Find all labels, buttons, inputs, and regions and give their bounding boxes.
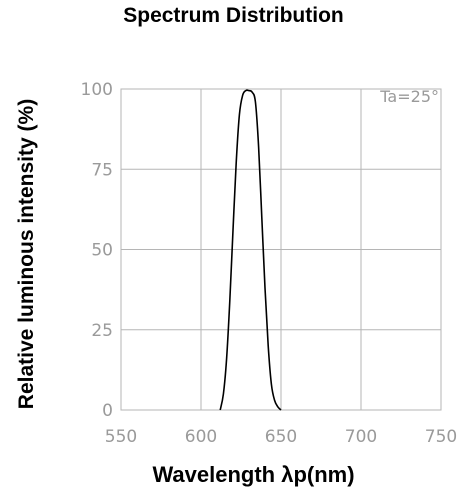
tick-labels: 550 600 650 700 750 0 25 50 75 100 xyxy=(81,80,458,447)
grid xyxy=(120,88,442,411)
series-layer xyxy=(219,89,282,411)
x-tick-label: 550 xyxy=(105,427,137,447)
x-tick-label: 700 xyxy=(345,427,377,447)
y-tick-label: 75 xyxy=(91,160,113,180)
y-tick-label: 100 xyxy=(81,80,113,100)
y-tick-label: 25 xyxy=(91,321,113,341)
x-tick-label: 650 xyxy=(265,427,297,447)
x-tick-label: 750 xyxy=(425,427,457,447)
x-axis-label: Wavelength λp(nm) xyxy=(152,462,355,487)
chart-title: Spectrum Distribution xyxy=(123,4,344,27)
temperature-annotation: Ta=25° xyxy=(379,87,439,106)
y-tick-label: 0 xyxy=(102,401,113,421)
spectrum-line xyxy=(219,89,282,411)
x-tick-label: 600 xyxy=(185,427,217,447)
y-tick-label: 50 xyxy=(91,241,113,261)
